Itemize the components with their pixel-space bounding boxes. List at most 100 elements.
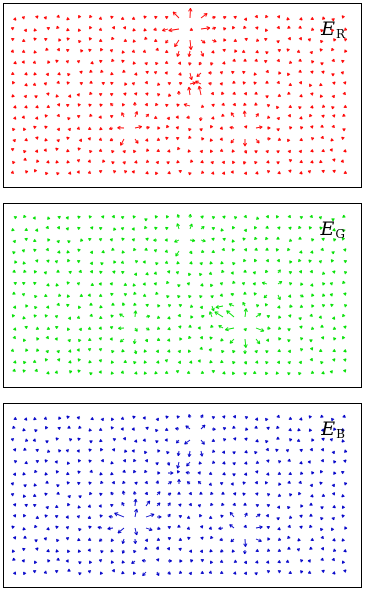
field-arrow <box>24 348 29 352</box>
field-arrow <box>277 337 282 341</box>
field-arrow <box>253 81 257 85</box>
field-arrow <box>35 105 39 109</box>
field-arrow <box>321 70 325 74</box>
field-arrow <box>167 349 171 353</box>
field-arrow <box>175 137 180 141</box>
field-arrow <box>332 348 336 353</box>
field-arrow <box>131 16 136 20</box>
field-arrow <box>288 570 292 575</box>
field-arrow <box>200 559 205 563</box>
field-arrow <box>89 250 93 254</box>
field-arrow <box>310 250 314 254</box>
field-arrow <box>266 526 270 530</box>
field-arrow <box>143 349 147 353</box>
field-arrow <box>299 461 303 465</box>
field-arrow <box>321 169 325 174</box>
field-arrow <box>155 439 159 444</box>
field-arrow <box>277 460 282 464</box>
field-arrow <box>209 138 214 142</box>
field-arrow <box>200 414 204 419</box>
field-arrow <box>321 148 325 153</box>
field-arrow <box>178 537 183 541</box>
field-arrow <box>22 527 26 531</box>
field-arrow <box>67 425 71 430</box>
field-arrow <box>66 281 70 285</box>
field-arrow <box>319 226 323 230</box>
field-arrow <box>199 127 203 132</box>
field-arrow <box>298 58 302 63</box>
field-arrow <box>44 358 49 362</box>
field-arrow <box>199 513 203 518</box>
field-arrow <box>329 293 334 297</box>
field-arrow <box>99 492 103 497</box>
field-arrow <box>98 170 103 174</box>
field-arrow <box>131 238 136 242</box>
field-arrow <box>34 524 38 529</box>
field-arrow <box>199 491 203 496</box>
field-arrow <box>22 261 26 265</box>
field-arrow <box>331 250 335 255</box>
field-arrow <box>177 479 181 485</box>
field-arrow <box>154 115 158 119</box>
field-arrow <box>210 560 214 564</box>
field-arrow <box>341 237 345 241</box>
field-arrow <box>112 170 117 174</box>
field-arrow <box>11 37 15 42</box>
field-arrow <box>166 270 171 274</box>
field-arrow <box>200 137 205 141</box>
field-arrow <box>200 215 204 219</box>
field-arrow <box>165 39 169 44</box>
field-arrow <box>144 225 148 230</box>
field-arrow <box>155 291 159 296</box>
field-arrow <box>145 500 151 507</box>
field-arrow <box>55 326 59 330</box>
field-arrow <box>310 438 315 442</box>
field-arrow <box>54 260 59 264</box>
field-arrow <box>111 247 115 252</box>
field-arrow <box>310 92 314 96</box>
field-arrow <box>24 227 28 232</box>
field-arrow <box>88 48 92 52</box>
field-arrow <box>11 71 15 76</box>
field-arrow <box>10 493 15 497</box>
field-arrow <box>199 549 203 553</box>
field-arrow <box>308 428 313 432</box>
field-arrow <box>199 149 203 154</box>
field-arrow <box>66 136 70 140</box>
field-arrow <box>45 425 49 430</box>
field-arrow <box>266 504 271 508</box>
field-arrow <box>208 271 213 275</box>
field-arrow <box>178 325 182 329</box>
field-arrow <box>276 425 280 430</box>
field-arrow <box>112 438 117 442</box>
field-arrow <box>46 104 50 108</box>
field-arrow <box>310 326 315 330</box>
field-arrow <box>134 481 138 485</box>
field-arrow <box>131 170 136 174</box>
field-arrow <box>13 460 18 464</box>
field-arrow <box>88 360 92 364</box>
field-arrow <box>265 236 269 241</box>
field-arrow <box>266 560 270 564</box>
field-arrow <box>33 504 37 508</box>
field-arrow <box>87 537 92 541</box>
field-arrow <box>57 449 62 453</box>
field-arrow <box>343 248 347 252</box>
field-arrow <box>68 370 73 374</box>
field-arrow <box>288 126 293 130</box>
field-arrow <box>144 80 148 85</box>
field-arrow <box>132 338 137 345</box>
field-arrow <box>321 569 325 573</box>
field-arrow <box>265 94 269 99</box>
field-arrow <box>66 303 70 308</box>
field-arrow <box>211 50 215 54</box>
field-arrow <box>23 514 27 518</box>
field-arrow <box>189 315 194 319</box>
field-arrow <box>67 316 72 320</box>
field-arrow <box>89 69 93 74</box>
field-arrow <box>243 327 247 332</box>
field-arrow <box>76 60 81 64</box>
field-arrow <box>99 270 103 275</box>
field-arrow <box>341 136 345 140</box>
field-arrow <box>243 560 247 565</box>
